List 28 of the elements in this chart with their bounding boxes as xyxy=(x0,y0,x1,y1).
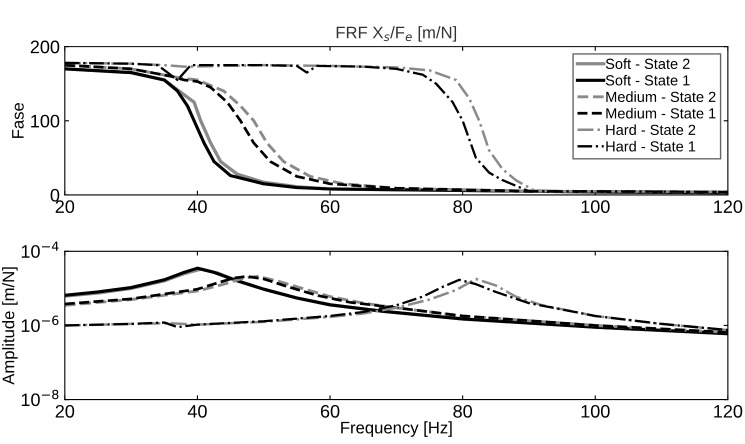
y-tick-label: 10$^{−8}$ xyxy=(22,390,58,406)
legend-label: Medium - State 2 xyxy=(606,91,716,102)
x-tick-label: 80 xyxy=(453,404,472,418)
x-tick-label: 120 xyxy=(714,404,742,418)
legend-label: Hard - State 2 xyxy=(606,124,696,136)
x-tick-label: 100 xyxy=(582,404,610,418)
chart-title: FRF X$_{s}$/F$_{e}$ [m/N] xyxy=(336,26,456,42)
y-tick-label: 100 xyxy=(31,114,60,128)
x-tick-label: 60 xyxy=(320,404,340,418)
legend-label: Hard - State 1 xyxy=(606,140,696,152)
x-tick-label: 20 xyxy=(56,200,74,214)
x-axis-title: Frequency [Hz] xyxy=(341,421,452,437)
y-tick-label: 10$^{−6}$ xyxy=(22,316,59,332)
x-tick-label: 40 xyxy=(188,404,207,418)
x-tick-label: 120 xyxy=(714,200,742,214)
x-tick-label: 100 xyxy=(582,200,610,214)
legend-label: Soft - State 2 xyxy=(606,58,690,69)
y-tick-label: 10$^{−4}$ xyxy=(22,242,59,258)
x-tick-label: 40 xyxy=(188,200,207,214)
x-tick-label: 80 xyxy=(453,200,472,214)
x-tick-label: 60 xyxy=(320,200,340,214)
legend-label: Soft - State 1 xyxy=(606,74,690,86)
legend-label: Medium - State 1 xyxy=(606,108,716,119)
y-axis-title: Fase xyxy=(12,102,24,138)
x-tick-label: 20 xyxy=(56,404,74,418)
y-axis-title: Amplitude [m/N] xyxy=(2,267,18,385)
y-tick-label: 0 xyxy=(50,188,60,202)
y-tick-label: 200 xyxy=(30,40,60,54)
